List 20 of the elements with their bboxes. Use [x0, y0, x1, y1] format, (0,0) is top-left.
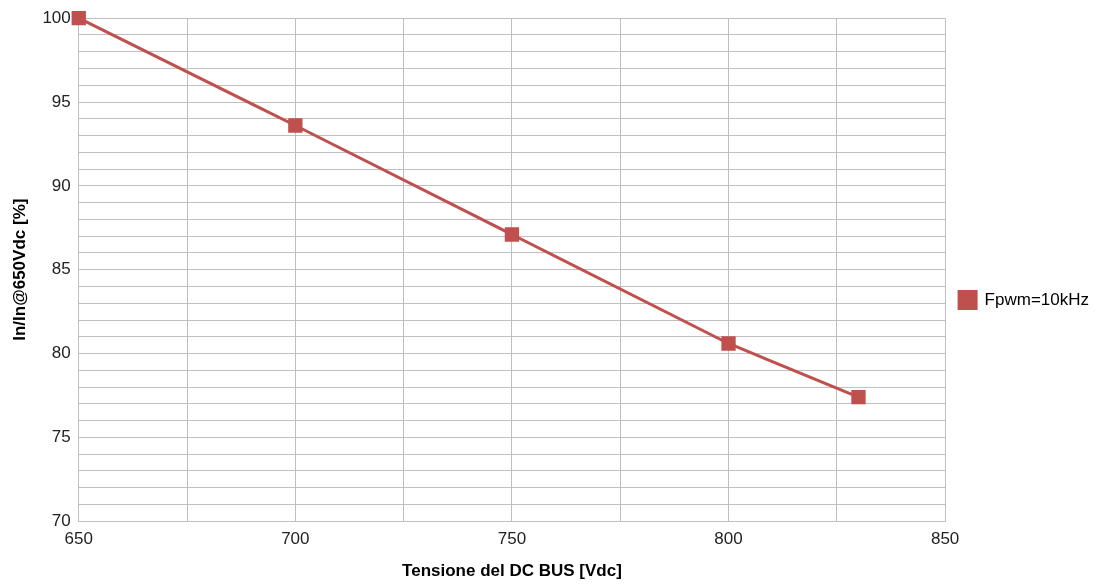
y-tick-label: 85: [51, 259, 71, 279]
x-tick-label: 850: [930, 529, 960, 549]
point: [721, 336, 736, 351]
x-tick-label: 650: [64, 529, 93, 549]
y-axis-title: In/In@650Vdc [%]: [9, 198, 29, 341]
x-tick-label: 750: [497, 529, 527, 549]
point: [71, 11, 86, 26]
x-axis-title: Tensione del DC BUS [Vdc]: [402, 561, 622, 581]
y-tick-label: 70: [51, 510, 71, 530]
y-tick-label: 75: [51, 427, 71, 447]
x-tick-label: 800: [714, 529, 743, 549]
y-tick-label: 95: [51, 91, 71, 111]
point: [504, 227, 520, 242]
point: [288, 118, 303, 133]
y-tick-label: 100: [42, 7, 71, 27]
x-tick-label: 700: [281, 529, 310, 549]
y-tick-label: 80: [51, 343, 71, 363]
point: [851, 389, 866, 405]
y-tick-label: 90: [51, 175, 71, 195]
legend-label: Fpwm=10kHz: [984, 289, 1089, 309]
